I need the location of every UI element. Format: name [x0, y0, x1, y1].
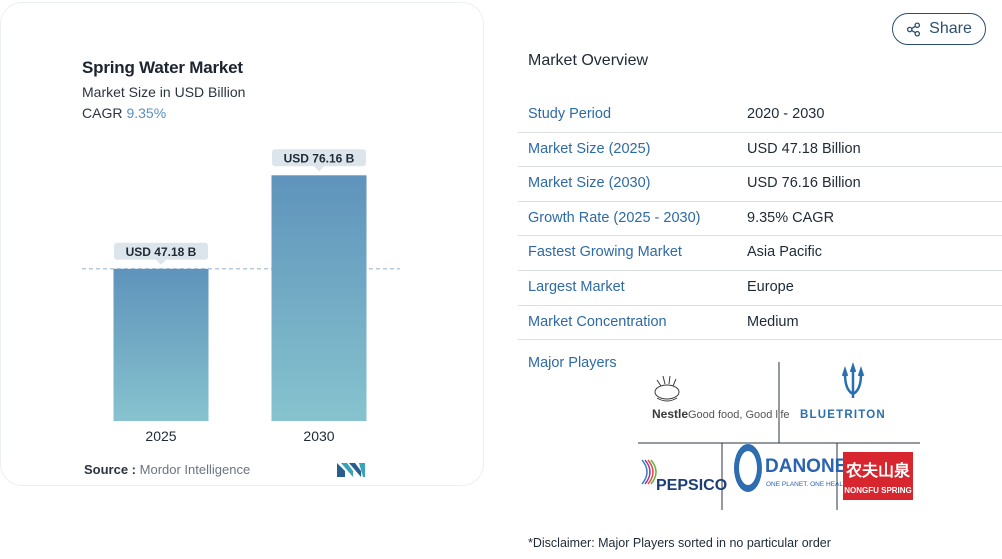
overview-row-value: USD 76.16 Billion [747, 175, 861, 192]
overview-row: Market Concentration Medium [518, 306, 1002, 341]
pepsico-globe-icon [641, 459, 657, 485]
overview-row-key: Market Concentration [528, 313, 667, 330]
overview-row-key: Fastest Growing Market [528, 244, 682, 261]
overview-row: Growth Rate (2025 - 2030) 9.35% CAGR [518, 202, 1002, 237]
data-label: USD 76.16 B [284, 151, 355, 165]
overview-row-key: Largest Market [528, 278, 625, 295]
bar-2030 [271, 175, 367, 421]
svg-text:NONGFU SPRING: NONGFU SPRING [844, 486, 912, 495]
overview-row-value: Asia Pacific [747, 244, 822, 261]
overview-row-key: Market Size (2030) [528, 175, 651, 192]
bar-chart: USD 47.18 B 2025 USD 76.16 B 2030 [82, 149, 400, 444]
nestle-nest-icon [654, 375, 680, 402]
share-button[interactable]: Share [892, 13, 986, 45]
svg-text:PEPSICO: PEPSICO [656, 477, 727, 494]
bar-2025 [113, 268, 209, 421]
svg-text:DANONE: DANONE [765, 456, 847, 477]
pepsico-logo: PEPSICO [641, 459, 727, 494]
x-tick-label: 2030 [303, 428, 334, 444]
data-label-bg [272, 149, 366, 167]
disclaimer-text: *Disclaimer: Major Players sorted in no … [528, 536, 831, 550]
svg-text:Good food, Good life: Good food, Good life [688, 409, 790, 421]
cagr-value: 9.35% [126, 105, 167, 121]
data-label-pointer [314, 166, 324, 172]
mordor-intelligence-logo [337, 463, 365, 477]
overview-row: Study Period 2020 - 2030 [518, 98, 1002, 133]
overview-row-value: 9.35% CAGR [747, 209, 835, 226]
danone-logo: DANONE ONE PLANET. ONE HEALTH [734, 444, 851, 492]
market-chart-card [0, 2, 484, 486]
trident-icon [841, 362, 865, 398]
share-icon [907, 21, 921, 37]
svg-text:Nestle: Nestle [652, 407, 688, 421]
share-label: Share [929, 20, 972, 37]
chart-source: Source : Mordor Intelligence [84, 462, 250, 477]
overview-row: Largest Market Europe [518, 271, 1002, 306]
svg-text:农夫山泉: 农夫山泉 [845, 461, 911, 480]
cagr-label: CAGR [82, 105, 123, 121]
overview-row: Market Size (2030) USD 76.16 Billion [518, 167, 1002, 202]
overview-row-value: 2020 - 2030 [747, 106, 825, 122]
overview-row: Fastest Growing Market Asia Pacific [518, 236, 1002, 271]
nestle-logo: Nestle Good food, Good life [652, 375, 790, 421]
overview-row-value: Medium [747, 313, 799, 330]
bluetriton-logo: BLUETRITON [800, 362, 886, 421]
chart-title: Spring Water Market [82, 58, 243, 77]
source-label: Source : [84, 462, 137, 477]
overview-row-value: USD 47.18 Billion [747, 140, 861, 157]
source-value: Mordor Intelligence [139, 462, 251, 477]
chart-subtitle: Market Size in USD Billion [82, 84, 246, 100]
overview-table: Study Period 2020 - 2030 Market Size (2025… [518, 98, 1002, 341]
svg-text:ONE PLANET. ONE HEALTH: ONE PLANET. ONE HEALTH [766, 481, 851, 488]
data-label: USD 47.18 B [126, 245, 197, 259]
overview-row-key: Study Period [528, 106, 612, 122]
svg-text:BLUETRITON: BLUETRITON [800, 409, 886, 421]
chart-cagr: CAGR 9.35% [82, 105, 166, 121]
overview-row: Market Size (2025) USD 47.18 Billion [518, 133, 1002, 168]
overview-title: Market Overview [528, 52, 649, 69]
overview-row-value: Europe [747, 278, 794, 295]
data-label-pointer [156, 259, 166, 265]
data-label-bg [114, 242, 208, 260]
overview-row-key: Growth Rate (2025 - 2030) [528, 209, 701, 226]
nongfu-spring-logo: 农夫山泉 NONGFU SPRING [843, 452, 913, 500]
x-tick-label: 2025 [145, 428, 176, 444]
major-players-label: Major Players [528, 355, 617, 371]
overview-row-key: Market Size (2025) [528, 140, 651, 157]
danone-child-icon [734, 444, 762, 492]
